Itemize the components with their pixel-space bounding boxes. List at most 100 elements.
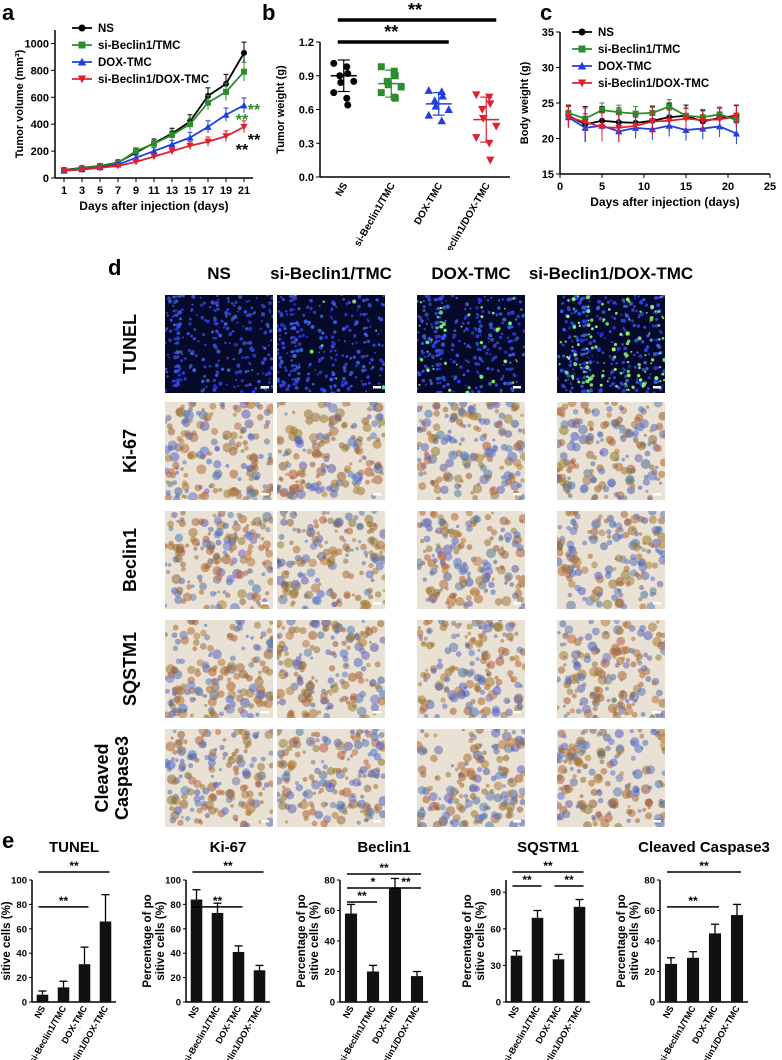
nucleus — [368, 361, 371, 364]
stained-cell — [172, 624, 179, 631]
stained-cell — [345, 527, 354, 535]
stained-cell — [625, 581, 631, 587]
nucleus — [267, 353, 271, 357]
stained-cell — [466, 571, 472, 577]
nucleus — [254, 387, 258, 390]
nucleus — [661, 384, 664, 387]
stained-cell — [181, 480, 188, 487]
stained-cell — [301, 528, 306, 533]
stained-cell — [165, 454, 172, 462]
nucleus — [608, 330, 612, 334]
stained-cell — [285, 460, 289, 464]
nucleus — [486, 366, 490, 371]
y-tick-label: 25 — [542, 98, 554, 110]
significance-label: ** — [688, 894, 698, 908]
stained-cell — [632, 435, 639, 442]
stained-cell — [557, 676, 561, 683]
nucleus — [424, 295, 428, 298]
stained-cell — [436, 662, 444, 670]
nucleus — [472, 355, 478, 360]
nucleus — [647, 376, 651, 380]
nucleus — [253, 311, 256, 314]
nucleus — [431, 364, 434, 368]
stained-cell — [345, 696, 349, 701]
bar — [664, 963, 678, 1002]
nucleus — [463, 342, 466, 345]
stained-cell — [437, 658, 443, 663]
stained-cell — [363, 588, 372, 596]
data-point — [479, 115, 488, 123]
nucleus — [615, 303, 618, 306]
stained-cell — [422, 471, 427, 475]
stained-cell — [425, 641, 434, 650]
apoptotic-cell — [571, 345, 574, 348]
nucleus — [212, 336, 215, 340]
stained-cell — [646, 548, 652, 554]
nucleus — [318, 370, 323, 375]
apoptotic-cell — [419, 301, 422, 304]
stained-cell — [372, 567, 379, 575]
stained-cell — [277, 541, 285, 549]
stained-cell — [503, 729, 508, 732]
stained-cell — [311, 535, 319, 544]
data-point — [330, 89, 338, 97]
stained-cell — [190, 584, 195, 588]
stained-cell — [651, 440, 657, 446]
stained-cell — [166, 795, 177, 805]
stained-cell — [470, 490, 475, 495]
nucleus — [188, 317, 192, 321]
stained-cell — [368, 594, 374, 600]
nucleus — [168, 338, 173, 343]
nucleus — [234, 301, 238, 305]
nucleus — [452, 360, 456, 364]
stained-cell — [245, 523, 250, 528]
stained-cell — [568, 743, 575, 751]
nucleus — [505, 367, 509, 371]
bar — [708, 933, 722, 1002]
nucleus — [196, 314, 198, 317]
nucleus — [511, 347, 514, 350]
chart-title: SQSTM1 — [517, 839, 579, 856]
nucleus — [293, 367, 297, 372]
apoptotic-cell — [648, 333, 651, 335]
stained-cell — [609, 451, 620, 462]
stained-cell — [320, 453, 326, 459]
stained-cell — [594, 666, 604, 676]
stained-cell — [433, 592, 440, 598]
stained-cell — [510, 675, 518, 683]
stained-cell — [278, 484, 282, 489]
stained-cell — [423, 713, 429, 718]
nucleus — [582, 347, 587, 352]
nucleus — [233, 314, 238, 319]
stained-cell — [509, 675, 513, 679]
stained-cell — [257, 762, 266, 771]
nucleus — [465, 302, 470, 307]
apoptotic-cell — [626, 373, 631, 378]
nucleus — [333, 320, 338, 325]
stained-cell — [514, 774, 524, 783]
stained-cell — [640, 746, 644, 750]
stained-cell — [319, 485, 326, 493]
y-axis-title: sitive cells (%) — [475, 901, 487, 980]
nucleus — [264, 372, 269, 377]
stained-cell — [611, 801, 619, 809]
stained-cell — [505, 737, 516, 747]
stained-cell — [649, 587, 657, 595]
stained-cell — [299, 470, 307, 478]
stained-cell — [196, 659, 205, 667]
stained-cell — [428, 792, 438, 802]
stained-cell — [558, 467, 563, 472]
nucleus — [309, 306, 313, 310]
stained-cell — [277, 620, 283, 628]
stained-cell — [324, 453, 331, 459]
stained-cell — [222, 751, 228, 758]
stained-cell — [601, 630, 611, 640]
nucleus — [445, 304, 450, 309]
stained-cell — [460, 479, 464, 483]
stained-cell — [621, 656, 626, 661]
stained-cell — [478, 462, 485, 469]
y-axis-title: Tumor weight (g) — [275, 65, 287, 154]
nucleus — [377, 343, 381, 347]
apoptotic-cell — [436, 315, 440, 319]
stained-cell — [375, 562, 384, 571]
